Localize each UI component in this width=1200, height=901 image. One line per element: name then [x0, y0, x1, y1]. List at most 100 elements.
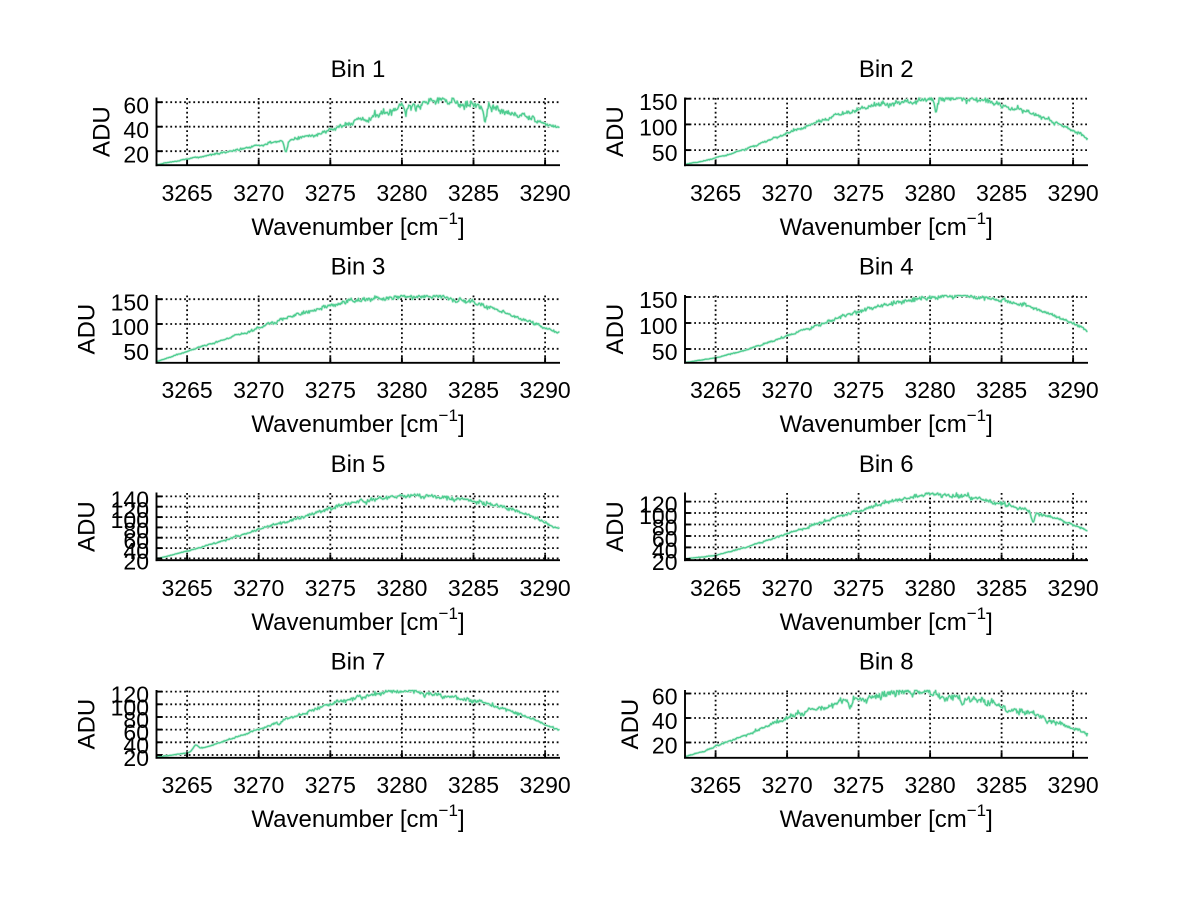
svg-text:3275: 3275 — [833, 772, 884, 798]
svg-text:50: 50 — [123, 339, 149, 365]
svg-text:100: 100 — [111, 507, 149, 533]
svg-text:Bin 3: Bin 3 — [331, 254, 386, 281]
svg-text:3290: 3290 — [520, 180, 571, 206]
svg-text:3280: 3280 — [905, 180, 956, 206]
svg-text:3290: 3290 — [520, 377, 571, 403]
svg-text:3285: 3285 — [448, 772, 499, 798]
svg-text:3290: 3290 — [1048, 377, 1099, 403]
svg-text:3270: 3270 — [762, 377, 813, 403]
svg-text:3270: 3270 — [233, 575, 284, 601]
svg-text:120: 120 — [111, 497, 149, 523]
svg-text:80: 80 — [123, 518, 149, 544]
svg-text:60: 60 — [123, 720, 149, 746]
svg-text:3265: 3265 — [162, 180, 213, 206]
svg-text:40: 40 — [123, 732, 149, 758]
svg-text:3290: 3290 — [520, 772, 571, 798]
svg-text:40: 40 — [123, 117, 149, 143]
svg-text:Wavenumber [cm−1]: Wavenumber [cm−1] — [251, 406, 464, 438]
svg-text:3265: 3265 — [690, 180, 741, 206]
svg-text:20: 20 — [123, 549, 149, 575]
svg-text:Bin 7: Bin 7 — [331, 649, 386, 676]
svg-text:3265: 3265 — [690, 575, 741, 601]
svg-text:80: 80 — [123, 707, 149, 733]
svg-text:3270: 3270 — [762, 575, 813, 601]
svg-text:Wavenumber [cm−1]: Wavenumber [cm−1] — [251, 209, 464, 241]
svg-text:ADU: ADU — [74, 304, 101, 355]
svg-text:3280: 3280 — [905, 575, 956, 601]
svg-text:60: 60 — [652, 684, 678, 710]
svg-text:50: 50 — [652, 140, 678, 166]
svg-text:3290: 3290 — [520, 575, 571, 601]
svg-text:3290: 3290 — [1048, 575, 1099, 601]
svg-text:3270: 3270 — [762, 180, 813, 206]
svg-text:100: 100 — [639, 313, 677, 339]
svg-text:3285: 3285 — [976, 377, 1027, 403]
svg-text:60: 60 — [652, 526, 678, 552]
svg-text:60: 60 — [123, 92, 149, 118]
svg-text:100: 100 — [639, 503, 677, 529]
svg-text:150: 150 — [111, 289, 149, 315]
svg-text:3290: 3290 — [1048, 180, 1099, 206]
svg-text:3280: 3280 — [905, 377, 956, 403]
svg-text:3265: 3265 — [162, 377, 213, 403]
svg-text:ADU: ADU — [74, 699, 101, 750]
svg-text:80: 80 — [652, 515, 678, 541]
svg-text:3275: 3275 — [305, 377, 356, 403]
svg-text:3275: 3275 — [833, 377, 884, 403]
svg-text:3275: 3275 — [833, 575, 884, 601]
svg-text:3285: 3285 — [448, 180, 499, 206]
svg-text:100: 100 — [111, 694, 149, 720]
svg-text:Bin 6: Bin 6 — [859, 451, 914, 478]
svg-text:3275: 3275 — [305, 772, 356, 798]
svg-text:20: 20 — [123, 745, 149, 771]
svg-text:40: 40 — [652, 708, 678, 734]
svg-text:3280: 3280 — [376, 772, 427, 798]
svg-text:ADU: ADU — [602, 501, 629, 552]
svg-text:60: 60 — [123, 528, 149, 554]
svg-text:3270: 3270 — [762, 772, 813, 798]
svg-text:Wavenumber [cm−1]: Wavenumber [cm−1] — [251, 604, 464, 636]
svg-text:3265: 3265 — [162, 772, 213, 798]
svg-text:40: 40 — [123, 538, 149, 564]
svg-text:3280: 3280 — [376, 575, 427, 601]
svg-text:ADU: ADU — [602, 106, 629, 157]
svg-text:Bin 1: Bin 1 — [331, 56, 386, 83]
svg-text:3290: 3290 — [1048, 772, 1099, 798]
svg-text:3265: 3265 — [690, 377, 741, 403]
svg-text:ADU: ADU — [89, 106, 116, 157]
svg-text:3275: 3275 — [833, 180, 884, 206]
svg-text:3265: 3265 — [690, 772, 741, 798]
svg-text:50: 50 — [652, 339, 678, 365]
svg-text:Wavenumber [cm−1]: Wavenumber [cm−1] — [780, 406, 993, 438]
svg-text:3280: 3280 — [376, 180, 427, 206]
svg-text:20: 20 — [652, 733, 678, 759]
svg-text:3280: 3280 — [905, 772, 956, 798]
svg-text:3285: 3285 — [976, 180, 1027, 206]
svg-text:Wavenumber [cm−1]: Wavenumber [cm−1] — [251, 801, 464, 833]
svg-text:Bin 5: Bin 5 — [331, 451, 386, 478]
svg-text:120: 120 — [111, 682, 149, 708]
svg-text:150: 150 — [639, 287, 677, 313]
svg-text:3275: 3275 — [305, 575, 356, 601]
svg-text:Wavenumber [cm−1]: Wavenumber [cm−1] — [780, 604, 993, 636]
svg-text:20: 20 — [652, 549, 678, 575]
svg-text:Wavenumber [cm−1]: Wavenumber [cm−1] — [780, 801, 993, 833]
svg-text:ADU: ADU — [602, 304, 629, 355]
svg-text:3275: 3275 — [305, 180, 356, 206]
svg-text:Bin 8: Bin 8 — [859, 649, 914, 676]
svg-text:3265: 3265 — [162, 575, 213, 601]
svg-text:ADU: ADU — [617, 699, 644, 750]
svg-text:3285: 3285 — [976, 772, 1027, 798]
svg-text:120: 120 — [639, 492, 677, 518]
svg-text:3285: 3285 — [448, 575, 499, 601]
svg-text:ADU: ADU — [74, 501, 101, 552]
svg-text:3270: 3270 — [233, 180, 284, 206]
svg-text:100: 100 — [639, 115, 677, 141]
svg-text:20: 20 — [123, 141, 149, 167]
svg-text:40: 40 — [652, 538, 678, 564]
svg-text:3285: 3285 — [448, 377, 499, 403]
svg-text:3280: 3280 — [376, 377, 427, 403]
svg-text:150: 150 — [639, 89, 677, 115]
svg-text:Wavenumber [cm−1]: Wavenumber [cm−1] — [780, 209, 993, 241]
svg-text:100: 100 — [111, 314, 149, 340]
